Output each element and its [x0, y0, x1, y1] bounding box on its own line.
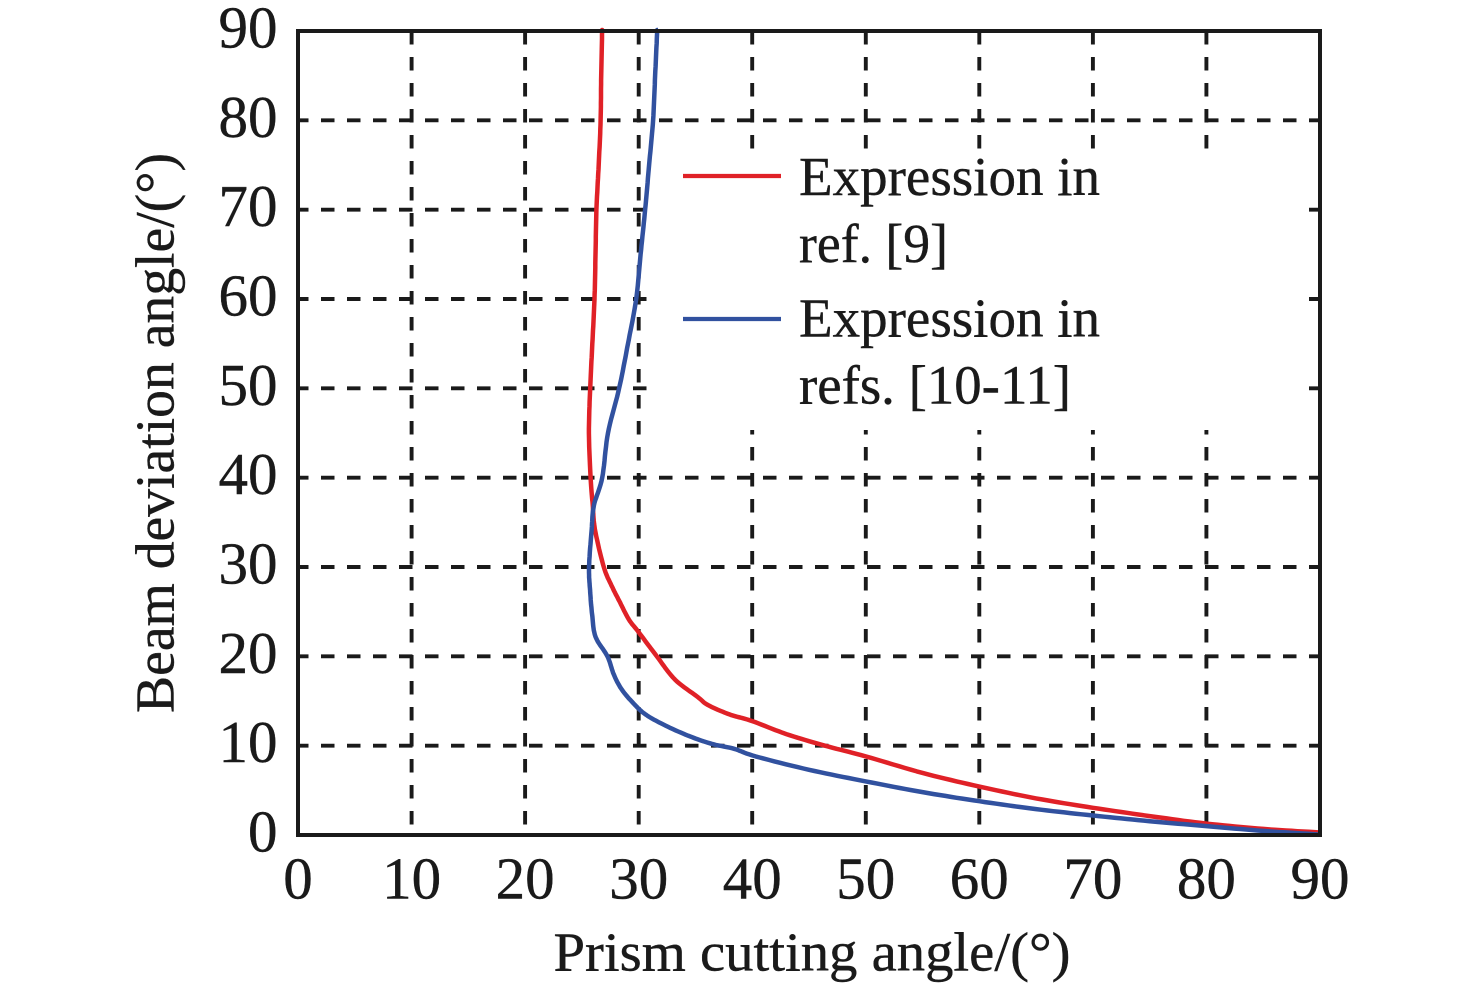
- svg-text:60: 60: [950, 846, 1009, 912]
- svg-text:90: 90: [219, 0, 278, 61]
- svg-text:10: 10: [219, 709, 278, 775]
- svg-text:0: 0: [283, 846, 313, 912]
- svg-text:Expression in: Expression in: [799, 146, 1100, 207]
- svg-text:refs. [10-11]: refs. [10-11]: [799, 355, 1071, 416]
- svg-text:60: 60: [219, 263, 278, 329]
- svg-text:70: 70: [1063, 846, 1122, 912]
- svg-text:50: 50: [836, 846, 895, 912]
- svg-text:40: 40: [723, 846, 782, 912]
- svg-text:50: 50: [219, 352, 278, 418]
- svg-text:40: 40: [219, 441, 278, 507]
- svg-text:80: 80: [1177, 846, 1236, 912]
- svg-text:0: 0: [248, 799, 278, 865]
- svg-text:Expression in: Expression in: [799, 288, 1100, 349]
- svg-text:30: 30: [219, 531, 278, 597]
- svg-text:80: 80: [219, 84, 278, 150]
- svg-text:90: 90: [1291, 846, 1350, 912]
- svg-text:30: 30: [609, 846, 668, 912]
- svg-text:Beam deviation angle/(°): Beam deviation angle/(°): [125, 153, 186, 713]
- svg-text:20: 20: [496, 846, 555, 912]
- svg-text:20: 20: [219, 620, 278, 686]
- svg-text:Prism cutting angle/(°): Prism cutting angle/(°): [554, 921, 1071, 982]
- svg-text:70: 70: [219, 173, 278, 239]
- svg-text:ref. [9]: ref. [9]: [799, 213, 948, 274]
- svg-text:10: 10: [382, 846, 441, 912]
